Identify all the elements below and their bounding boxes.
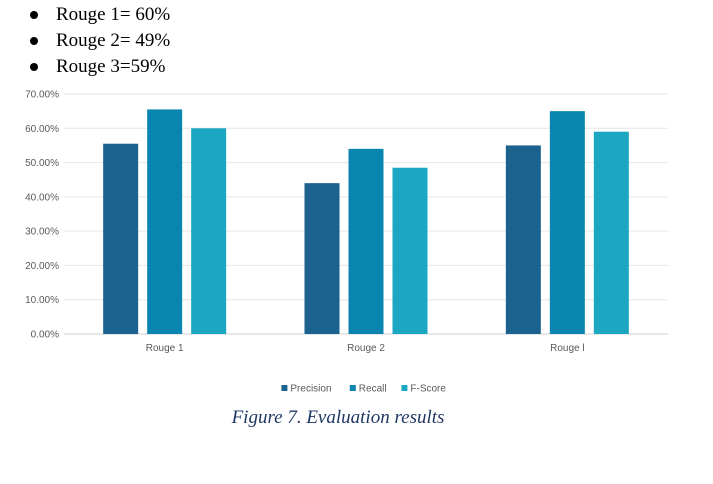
bar-precision	[505, 145, 541, 334]
bullet-item-rouge-2: Rouge 2= 49%	[28, 28, 170, 54]
chart-legend: Precision Recall F-Score	[281, 384, 446, 395]
bar-recall	[147, 109, 183, 334]
y-tick-label: 50.00%	[25, 158, 59, 169]
x-tick-label: Rouge 2	[347, 343, 385, 354]
bar-f-score	[191, 128, 227, 334]
bullet-list: Rouge 1= 60% Rouge 2= 49% Rouge 3=59%	[28, 2, 170, 80]
bullet-text: Rouge 2= 49%	[56, 30, 171, 51]
bar-f-score	[392, 167, 428, 334]
y-tick-label: 60.00%	[25, 124, 59, 135]
y-tick-label: 70.00%	[25, 90, 59, 101]
figure-caption: Figure 7. Evaluation results	[231, 407, 445, 428]
legend-swatch	[281, 385, 288, 391]
bar-precision	[103, 143, 139, 334]
bar-f-score	[593, 131, 629, 334]
legend-label: Precision	[290, 384, 331, 395]
bullet-item-rouge-3: Rouge 3=59%	[28, 54, 170, 80]
chart-bars	[103, 109, 629, 335]
y-tick-label: 30.00%	[25, 227, 59, 238]
bullet-text: Rouge 1= 60%	[56, 4, 171, 25]
legend-swatch	[349, 385, 356, 391]
bar-precision	[304, 183, 340, 334]
bar-chart: 0.00% 10.00% 20.00% 30.00% 40.00% 50.00% 60.00…	[25, 90, 668, 395]
y-tick-label: 10.00%	[25, 295, 59, 306]
y-tick-label: 40.00%	[25, 192, 59, 203]
bar-recall	[348, 148, 384, 334]
bullet-text: Rouge 3=59%	[56, 56, 166, 77]
bullet-dot-icon	[30, 63, 38, 71]
legend-swatch	[401, 385, 408, 391]
x-tick-label: Rouge l	[550, 343, 584, 354]
bar-recall	[549, 111, 585, 335]
y-tick-label: 0.00%	[31, 330, 59, 341]
bullet-item-rouge-1: Rouge 1= 60%	[28, 2, 170, 28]
y-axis: 0.00% 10.00% 20.00% 30.00% 40.00% 50.00% 60.00…	[25, 90, 59, 341]
bullet-dot-icon	[30, 37, 38, 45]
y-tick-label: 20.00%	[25, 261, 59, 272]
legend-label: Recall	[359, 384, 387, 395]
bullet-dot-icon	[30, 11, 38, 19]
x-tick-label: Rouge 1	[146, 343, 184, 354]
legend-label: F-Score	[410, 384, 446, 395]
x-axis: Rouge 1 Rouge 2 Rouge l	[146, 343, 585, 354]
